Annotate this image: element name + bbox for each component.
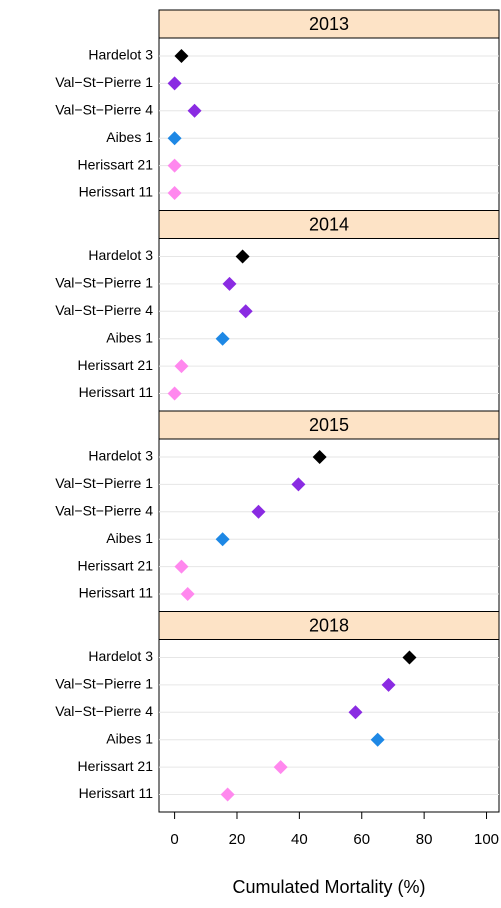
y-tick-label: Hardelot 3 — [88, 247, 153, 263]
point — [167, 158, 182, 173]
y-tick-label: Aibes 1 — [106, 730, 153, 746]
y-tick-label: Herissart 21 — [78, 156, 154, 172]
y-tick-label: Val−St−Pierre 1 — [55, 74, 153, 90]
panel — [158, 438, 500, 612]
panel-title: 2014 — [309, 214, 349, 234]
y-tick-label: Herissart 11 — [79, 184, 154, 200]
point — [215, 331, 230, 346]
point — [187, 103, 202, 118]
x-tick-label: 60 — [353, 831, 370, 848]
point — [370, 732, 385, 747]
panel — [158, 639, 500, 813]
point — [238, 304, 253, 319]
point — [167, 386, 182, 401]
point — [174, 359, 189, 374]
x-tick-label: 0 — [170, 831, 178, 848]
y-tick-label: Val−St−Pierre 4 — [55, 102, 153, 118]
panel-title: 2018 — [309, 615, 349, 635]
y-tick-label: Herissart 11 — [79, 785, 154, 801]
point — [174, 559, 189, 574]
y-tick-label: Val−St−Pierre 1 — [55, 676, 153, 692]
panel-title: 2015 — [309, 415, 349, 435]
x-tick-label: 100 — [474, 831, 499, 848]
panel — [158, 37, 500, 211]
point — [215, 532, 230, 547]
point — [381, 677, 396, 692]
strip — [158, 210, 500, 239]
strip — [158, 410, 500, 440]
point — [167, 131, 182, 146]
point — [222, 276, 237, 291]
x-tick-label: 80 — [416, 831, 433, 848]
point — [312, 450, 327, 464]
y-tick-label: Val−St−Pierre 4 — [55, 503, 153, 519]
point — [235, 249, 250, 264]
x-axis-label: Cumulated Mortality (%) — [232, 877, 425, 897]
point — [402, 650, 417, 665]
point — [251, 504, 266, 519]
y-tick-label: Herissart 21 — [78, 758, 154, 774]
point — [291, 477, 306, 492]
point — [348, 705, 363, 720]
y-tick-label: Aibes 1 — [106, 530, 153, 546]
strip — [158, 9, 500, 39]
y-tick-label: Herissart 11 — [79, 585, 154, 601]
y-tick-label: Val−St−Pierre 4 — [55, 302, 153, 318]
y-tick-label: Val−St−Pierre 1 — [55, 475, 153, 491]
panel — [158, 238, 500, 412]
x-tick-label: 40 — [291, 831, 308, 848]
strip — [158, 611, 500, 640]
y-tick-label: Val−St−Pierre 4 — [55, 703, 153, 719]
y-tick-label: Val−St−Pierre 1 — [55, 275, 153, 291]
y-tick-label: Aibes 1 — [106, 129, 153, 145]
y-tick-label: Hardelot 3 — [88, 47, 153, 63]
x-tick-label: 20 — [229, 831, 246, 848]
y-tick-label: Hardelot 3 — [88, 448, 153, 464]
y-tick-label: Hardelot 3 — [88, 648, 153, 664]
point — [220, 787, 235, 802]
y-tick-label: Herissart 21 — [78, 357, 154, 373]
panel-title: 2013 — [309, 14, 349, 34]
point — [167, 76, 182, 91]
point — [167, 186, 182, 200]
point — [174, 49, 189, 63]
y-tick-label: Aibes 1 — [106, 329, 153, 345]
y-tick-label: Herissart 21 — [78, 557, 154, 573]
y-tick-label: Herissart 11 — [79, 384, 154, 400]
point — [180, 587, 195, 601]
point — [273, 760, 288, 775]
